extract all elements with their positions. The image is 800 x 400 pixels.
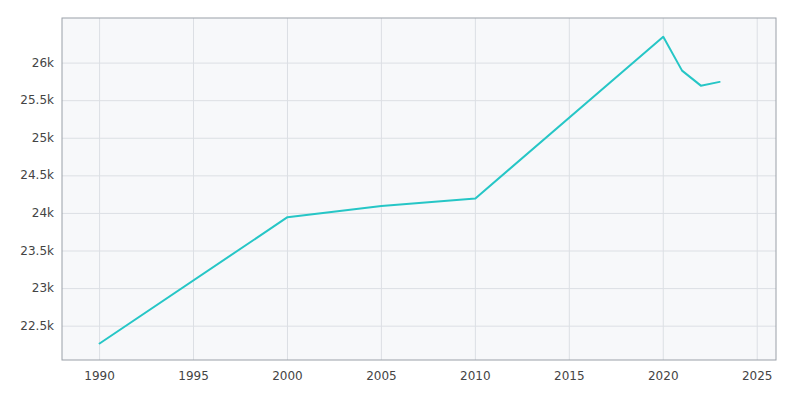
y-tick-label: 24.5k [20,168,54,182]
x-grid-line [287,18,288,360]
x-grid-line [475,18,476,360]
x-tick-label: 2000 [272,369,303,383]
x-grid-line [381,18,382,360]
y-tick-label: 24k [32,206,54,220]
x-grid-line [757,18,758,360]
population-line [100,37,720,344]
x-tick-label: 2005 [366,369,397,383]
y-grid-line [62,326,776,327]
y-tick-label: 23k [32,281,54,295]
y-grid-line [62,251,776,252]
x-grid-line [99,18,100,360]
x-tick-label: 2025 [742,369,773,383]
plot-background [62,18,776,360]
plot-frame [62,18,776,360]
y-grid-line [62,138,776,139]
chart-svg: 22.5k 23k 23.5k 24k 24.5k 25k 25.5k 26k 1990 1995… [0,0,800,400]
tick-labels: 22.5k 23k 23.5k 24k 24.5k 25k 25.5k 26k 1990 1995… [20,56,772,383]
x-tick-label: 1995 [178,369,209,383]
y-tick-label: 23.5k [20,244,54,258]
grid [62,18,776,360]
y-grid-line [62,213,776,214]
x-tick-label: 1990 [84,369,115,383]
y-tick-label: 22.5k [20,319,54,333]
y-grid-line [62,175,776,176]
y-tick-label: 25k [32,131,54,145]
x-grid-line [193,18,194,360]
y-grid-line [62,63,776,64]
x-grid-line [569,18,570,360]
chart-container: 22.5k 23k 23.5k 24k 24.5k 25k 25.5k 26k 1990 1995… [0,0,800,400]
y-tick-label: 26k [32,56,54,70]
y-tick-label: 25.5k [20,93,54,107]
x-tick-label: 2010 [460,369,491,383]
x-tick-label: 2020 [648,369,679,383]
x-tick-label: 2015 [554,369,585,383]
x-grid-line [663,18,664,360]
data-layer [100,37,720,344]
y-grid-line [62,288,776,289]
y-grid-line [62,100,776,101]
